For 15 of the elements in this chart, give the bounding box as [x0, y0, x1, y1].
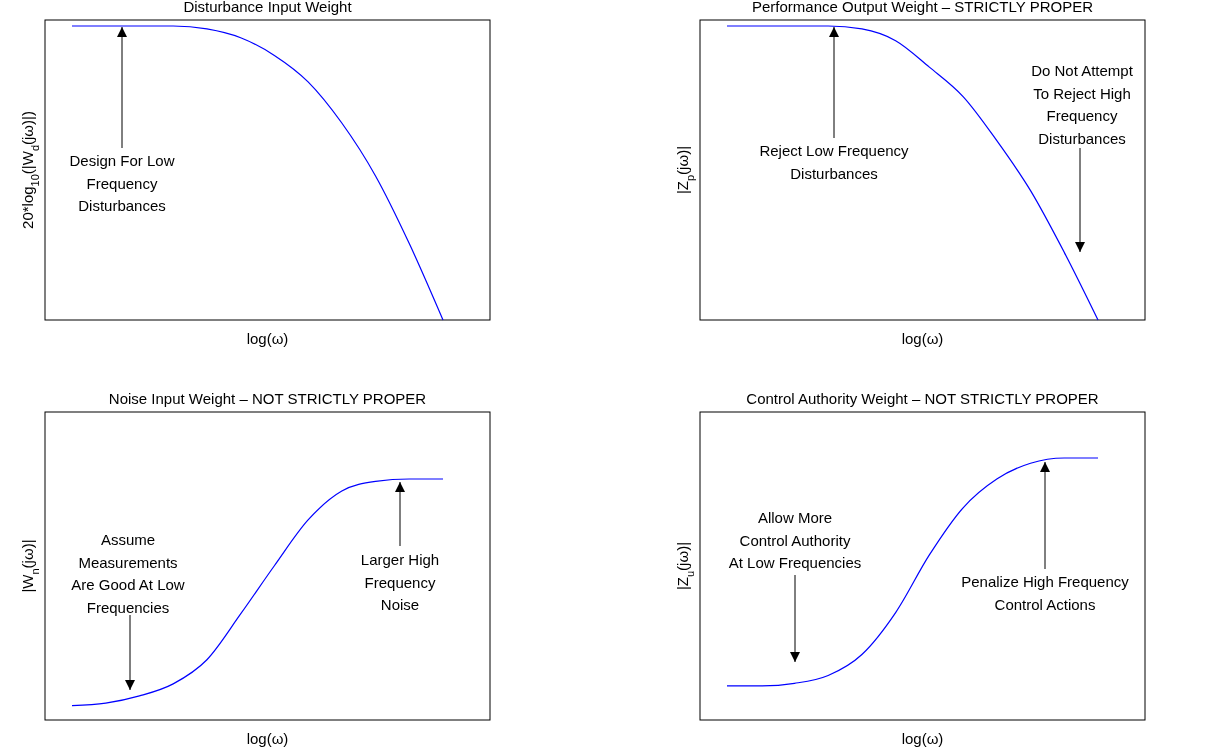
- x-axis-title: log(ω): [901, 730, 944, 747]
- x-axis-title: log(ω): [246, 730, 289, 747]
- annotation: Assume Measurements Are Good At Low Frequencies: [71, 531, 185, 616]
- chart-title: Performance Output Weight – STRICTLY PROPER: [752, 0, 1094, 15]
- annotation: Design For Low Frequency Disturbances: [69, 152, 175, 214]
- annotation: Larger High Frequency Noise: [360, 551, 440, 613]
- x-axis-title: log(ω): [246, 330, 289, 347]
- chart-title: Noise Input Weight – NOT STRICTLY PROPER: [108, 390, 427, 407]
- annotation: Reject Low Frequency Disturbances: [759, 142, 910, 182]
- chart-title: Control Authority Weight – NOT STRICTLY PROPER: [746, 390, 1099, 407]
- chart-title: Disturbance Input Weight: [183, 0, 353, 15]
- x-axis-title: log(ω): [901, 330, 944, 347]
- annotation: Do Not Attempt To Reject High Frequency Disturbances: [1031, 62, 1134, 147]
- annotation: Penalize High Frequency Control Actions: [961, 573, 1130, 613]
- annotation: Allow More Control Authority At Low Frequencies: [728, 509, 862, 571]
